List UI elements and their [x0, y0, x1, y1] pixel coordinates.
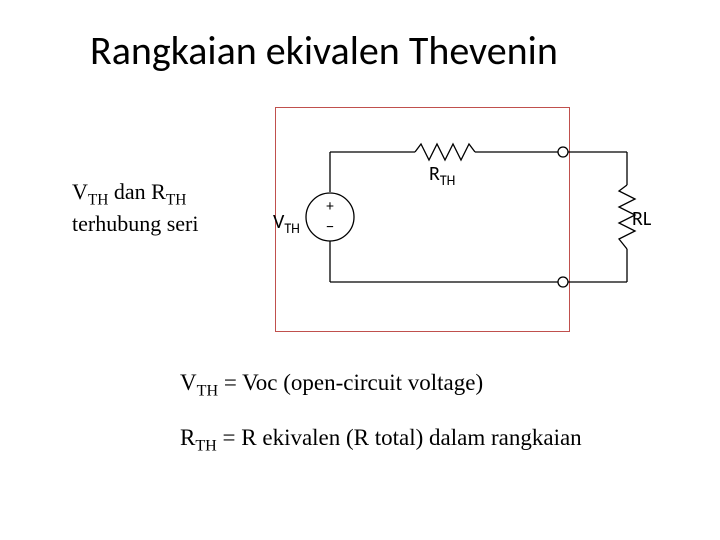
equation-vth: VTH = Voc (open-circuit voltage): [180, 370, 483, 401]
side-note-line2: terhubung seri: [72, 211, 198, 236]
text: R: [429, 162, 440, 186]
circuit-diagram: + −: [275, 107, 675, 333]
subscript: TH: [166, 191, 187, 208]
side-note-line1: VTH dan RTH: [72, 179, 186, 204]
text: dan R: [108, 179, 165, 204]
subscript: TH: [197, 383, 218, 400]
subscript: TH: [195, 438, 216, 455]
equation-rth: RTH = R ekivalen (R total) dalam rangkai…: [180, 425, 582, 456]
text: = Voc (open-circuit voltage): [218, 370, 483, 395]
text: V: [72, 179, 88, 204]
terminal-top: [558, 147, 568, 157]
label-rth: RTH: [429, 162, 455, 189]
label-rl: RL: [632, 207, 651, 231]
minus-sign: −: [326, 216, 334, 237]
resistor-rth: [415, 144, 475, 160]
terminal-bottom: [558, 277, 568, 287]
subscript: TH: [284, 220, 300, 237]
side-note: VTH dan RTH terhubung seri: [72, 178, 198, 237]
plus-sign: +: [326, 198, 334, 216]
text: V: [273, 210, 284, 234]
subscript: TH: [440, 172, 456, 189]
label-vth: VTH: [273, 210, 300, 237]
text: V: [180, 370, 197, 395]
subscript: TH: [88, 191, 109, 208]
text: = R ekivalen (R total) dalam rangkaian: [217, 425, 582, 450]
text: R: [180, 425, 195, 450]
page-title: Rangkaian ekivalen Thevenin: [90, 26, 558, 75]
